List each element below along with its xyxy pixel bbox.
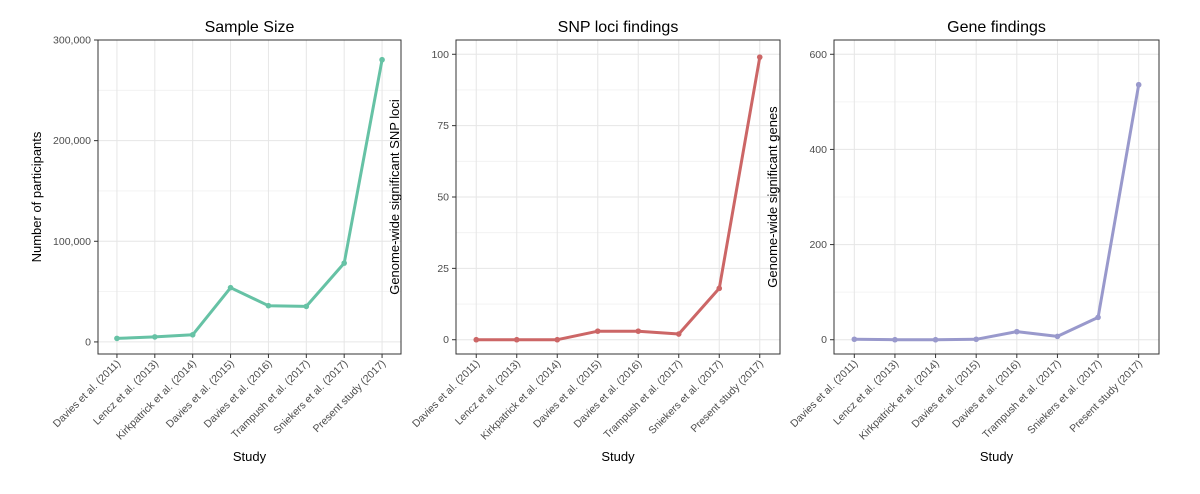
data-point — [1095, 314, 1101, 321]
y-tick-label: 200,000 — [53, 135, 91, 147]
x-axis-title: Study — [601, 449, 635, 464]
data-point — [227, 284, 234, 291]
data-point — [1054, 333, 1061, 340]
y-tick-label: 100,000 — [53, 236, 91, 248]
data-point — [379, 56, 385, 63]
x-tick-label: Sniekers et al. (2017) — [646, 358, 725, 437]
data-point — [473, 336, 480, 343]
y-axis-title: Number of participants — [29, 131, 44, 262]
chart-title: Sample Size — [205, 19, 295, 36]
y-tick-label: 600 — [809, 49, 827, 61]
y-tick-label: 50 — [437, 192, 449, 204]
series-line — [852, 83, 1141, 342]
data-point — [851, 336, 858, 343]
data-point — [152, 334, 158, 340]
data-point — [594, 328, 601, 334]
x-tick-label: Davies et al. (2016) — [572, 358, 645, 431]
y-tick-label: 100 — [431, 49, 449, 61]
data-point — [675, 331, 682, 337]
data-point — [554, 336, 561, 343]
x-tick-label: Present study (2017) — [311, 358, 388, 435]
x-tick-label: Trampush et al. (2017) — [980, 358, 1063, 441]
panel-border — [833, 39, 1160, 355]
x-tick-label: Trampush et al. (2017) — [602, 358, 685, 441]
y-tick-label: 75 — [437, 120, 449, 132]
y-tick-label: 0 — [443, 334, 449, 346]
x-tick-label: Present study (2017) — [688, 358, 765, 435]
chart-title: SNP loci findings — [558, 19, 679, 36]
x-tick-label: Present study (2017) — [1067, 358, 1144, 435]
series-line — [115, 58, 384, 340]
y-tick-label: 0 — [85, 336, 91, 348]
y-tick-label: 200 — [809, 239, 827, 251]
chart-title: Gene findings — [947, 19, 1046, 36]
data-point — [716, 285, 723, 292]
data-point — [189, 331, 196, 338]
data-point — [114, 335, 120, 342]
x-tick-label: Sniekers et al. (2017) — [271, 358, 350, 437]
x-tick-label: Davies et al. (2016) — [950, 358, 1023, 431]
x-tick-label: Davies et al. (2015) — [531, 358, 604, 431]
x-tick-label: Davies et al. (2015) — [909, 358, 982, 431]
data-point — [1135, 81, 1142, 88]
x-axis-title: Study — [233, 449, 267, 464]
y-axis-title: Genome-wide significant SNP loci — [387, 99, 402, 295]
data-point — [513, 336, 520, 343]
x-tick-label: Davies et al. (2011) — [51, 358, 123, 430]
y-tick-label: 0 — [821, 334, 827, 346]
data-point — [973, 336, 979, 343]
y-tick-label: 25 — [437, 263, 449, 275]
x-tick-label: Davies et al. (2011) — [410, 358, 482, 430]
chart-panel-1: 0 100,000 200,000 300,000 Davies et al. (201… — [29, 19, 402, 464]
data-point — [303, 303, 310, 310]
data-point — [635, 328, 642, 334]
y-tick-label: 400 — [809, 144, 827, 156]
x-axis-title: Study — [980, 449, 1014, 464]
x-tick-label: Davies et al. (2015) — [164, 358, 237, 431]
x-tick-label: Davies et al. (2011) — [788, 358, 860, 430]
x-tick-label: Lencz et al. (2013) — [91, 358, 161, 428]
x-tick-label: Kirkpatrick et al. (2014) — [857, 358, 942, 443]
data-point — [892, 336, 898, 343]
x-tick-label: Davies et al. (2016) — [202, 358, 275, 431]
data-point — [341, 260, 347, 266]
y-axis-title: Genome-wide significant genes — [765, 106, 780, 288]
series-line — [474, 55, 762, 342]
x-tick-label: Kirkpatrick et al. (2014) — [479, 358, 564, 443]
panel-border — [97, 39, 402, 355]
y-tick-label: 300,000 — [53, 35, 91, 47]
data-point — [1014, 328, 1020, 335]
x-tick-label: Sniekers et al. (2017) — [1025, 358, 1104, 437]
data-point — [932, 336, 939, 343]
data-point — [756, 54, 763, 60]
data-point — [265, 302, 272, 309]
